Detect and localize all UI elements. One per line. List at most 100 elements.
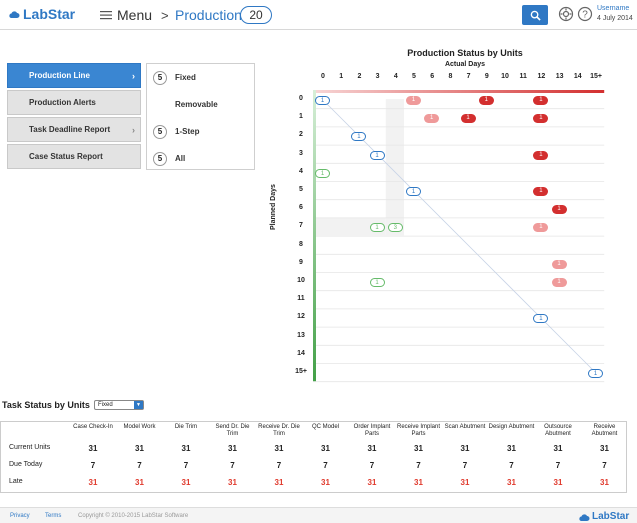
unit-count-pill[interactable]: 1 <box>533 150 549 160</box>
table-cell[interactable]: 31 <box>507 444 516 453</box>
table-cell[interactable]: 31 <box>414 478 423 487</box>
filter-label: Fixed <box>175 73 196 82</box>
filter-fixed[interactable]: 5 Fixed <box>147 64 254 91</box>
table-cell[interactable]: 7 <box>276 461 282 470</box>
table-cell[interactable]: 7 <box>90 461 96 470</box>
nav-production-line[interactable]: Production Line › <box>7 63 141 88</box>
table-cell[interactable]: 7 <box>509 461 514 470</box>
gear-icon[interactable] <box>558 6 574 22</box>
terms-link[interactable]: Terms <box>45 513 62 519</box>
chevron-right-icon: › <box>132 125 135 135</box>
grid-band <box>385 99 404 236</box>
filter-removable[interactable]: Removable <box>147 91 254 118</box>
table-cell[interactable]: 7 <box>555 461 561 470</box>
column-header: Receive Abutment <box>591 424 618 437</box>
unit-count-pill[interactable]: 1 <box>533 96 549 105</box>
column-header: 4 <box>393 73 398 80</box>
filter-all[interactable]: 5 All <box>147 145 254 172</box>
table-cell[interactable]: 31 <box>228 478 237 487</box>
table-cell[interactable]: 31 <box>600 444 609 453</box>
unit-count-pill[interactable]: 1 <box>533 187 549 196</box>
column-header: 8 <box>448 73 453 80</box>
unit-count-pill[interactable]: 1 <box>406 96 421 105</box>
footer: Privacy Terms Copyright © 2010-2015 LabS… <box>0 507 637 523</box>
table-cell[interactable]: 7 <box>369 461 375 470</box>
table-cell[interactable]: 7 <box>602 461 607 470</box>
unit-count-pill[interactable]: 1 <box>551 259 567 269</box>
filter-label: 1-Step <box>175 127 200 136</box>
nav-label: Case Status Report <box>29 152 103 161</box>
row-header: 9 <box>299 258 303 266</box>
unit-count-pill[interactable]: 1 <box>369 223 385 233</box>
unit-count-pill[interactable]: 1 <box>315 96 330 105</box>
column-header: 12 <box>537 73 546 80</box>
unit-count-pill[interactable]: 1 <box>588 369 603 378</box>
table-cell[interactable]: 31 <box>274 478 284 487</box>
row-header: 10 <box>297 277 305 284</box>
table-cell[interactable]: 7 <box>183 461 189 470</box>
unit-count-pill[interactable]: 3 <box>387 223 403 233</box>
logo[interactable]: LabStar <box>8 6 75 22</box>
unit-count-pill[interactable]: 1 <box>478 96 494 105</box>
table-cell[interactable]: 31 <box>181 444 191 453</box>
chart-x-axis-label: Actual Days <box>444 61 486 68</box>
table-cell[interactable]: 7 <box>416 461 421 470</box>
table-cell[interactable]: 31 <box>600 478 609 487</box>
report-nav: Production Line › Production Alerts Task… <box>7 63 141 171</box>
table-cell[interactable]: 31 <box>274 444 284 453</box>
production-count-badge: 20 <box>240 6 272 24</box>
table-cell[interactable]: 31 <box>181 478 191 487</box>
table-cell[interactable]: 31 <box>414 444 423 453</box>
column-header: Case Check-In <box>73 424 113 430</box>
table-cell[interactable]: 31 <box>460 444 470 453</box>
privacy-link[interactable]: Privacy <box>10 513 30 519</box>
unit-count-pill[interactable]: 1 <box>315 168 330 178</box>
row-header: 5 <box>299 186 303 193</box>
unit-count-pill[interactable]: 1 <box>533 114 549 124</box>
user-info[interactable]: Username 4 July 2014 <box>597 4 633 24</box>
table-cell[interactable]: 31 <box>460 478 470 487</box>
table-cell[interactable]: 7 <box>462 461 468 470</box>
table-cell[interactable]: 31 <box>367 444 377 453</box>
breadcrumb[interactable]: Production <box>175 7 242 23</box>
table-cell[interactable]: 7 <box>323 461 328 470</box>
table-cell[interactable]: 31 <box>88 478 98 487</box>
unit-count-pill[interactable]: 1 <box>533 223 549 233</box>
unit-count-pill[interactable]: 1 <box>351 132 367 142</box>
current-date: 4 July 2014 <box>597 15 633 22</box>
nav-production-alerts[interactable]: Production Alerts <box>7 90 141 115</box>
nav-task-deadline-report[interactable]: Task Deadline Report › <box>7 117 141 142</box>
unit-count-pill[interactable]: 1 <box>369 150 385 160</box>
table-cell[interactable]: 31 <box>88 444 98 453</box>
table-cell[interactable]: 31 <box>507 478 516 487</box>
search-button[interactable] <box>522 5 548 25</box>
row-label: Current Units <box>9 444 51 451</box>
table-cell[interactable]: 7 <box>230 461 235 470</box>
nav-case-status-report[interactable]: Case Status Report <box>7 144 141 169</box>
unit-count-pill[interactable]: 1 <box>424 114 440 124</box>
table-cell[interactable]: 31 <box>553 478 563 487</box>
chevron-down-icon: ▼ <box>134 401 143 409</box>
table-cell[interactable]: 31 <box>321 444 330 453</box>
unit-count-pill[interactable]: 1 <box>533 314 549 324</box>
table-cell[interactable]: 7 <box>137 461 142 470</box>
menu-button[interactable]: Menu <box>100 7 152 23</box>
column-header: 15+ <box>590 73 602 80</box>
hamburger-icon <box>100 11 112 20</box>
username[interactable]: Username <box>597 5 630 12</box>
unit-count-pill[interactable]: 1 <box>551 205 567 215</box>
table-cell[interactable]: 31 <box>321 478 330 487</box>
unit-count-pill[interactable]: 1 <box>551 278 567 287</box>
table-cell[interactable]: 31 <box>135 444 144 453</box>
table-cell[interactable]: 31 <box>135 478 144 487</box>
task-filter-select[interactable]: Fixed ▼ <box>94 400 144 410</box>
unit-count-pill[interactable]: 1 <box>406 187 421 196</box>
table-cell[interactable]: 31 <box>228 444 237 453</box>
table-cell[interactable]: 31 <box>553 444 563 453</box>
table-cell[interactable]: 31 <box>367 478 377 487</box>
filter-1-step[interactable]: 5 1-Step <box>147 118 254 145</box>
unit-count-pill[interactable]: 1 <box>460 114 476 124</box>
help-icon[interactable]: ? <box>577 6 593 22</box>
copyright: Copyright © 2010-2015 LabStar Software <box>78 513 189 519</box>
unit-count-pill[interactable]: 1 <box>369 278 385 287</box>
